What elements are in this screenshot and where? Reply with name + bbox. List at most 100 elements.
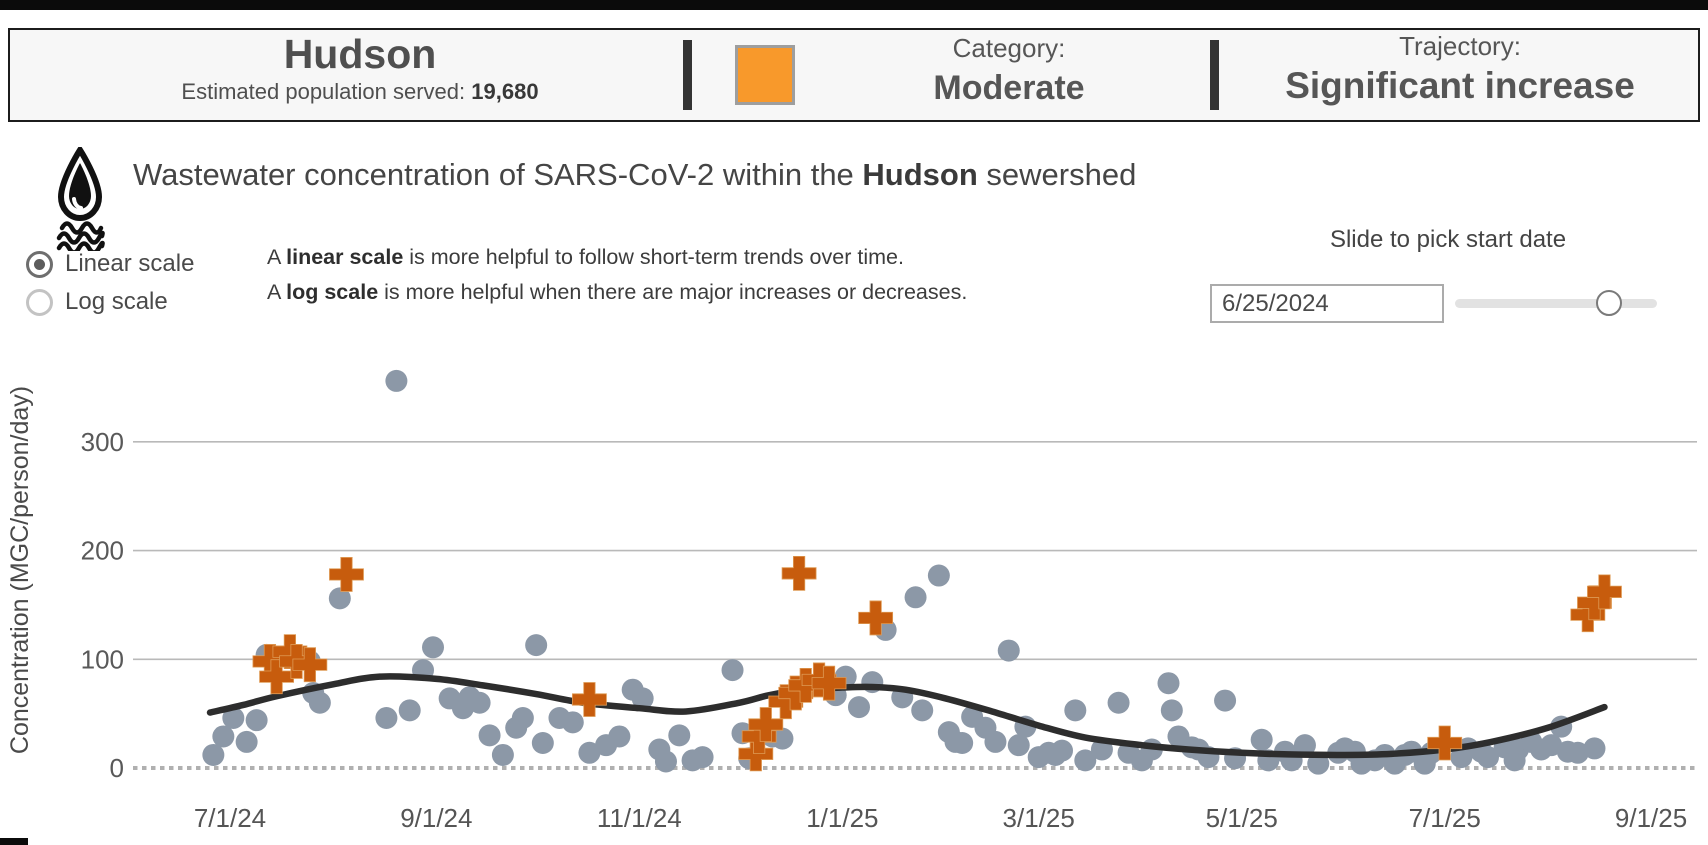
data-point bbox=[1583, 737, 1606, 760]
bottom-edge-mark bbox=[0, 838, 28, 845]
flagged-data-point bbox=[292, 647, 328, 683]
data-point bbox=[468, 691, 491, 714]
population-value: 19,680 bbox=[471, 79, 539, 104]
data-point bbox=[222, 706, 245, 729]
scatter-plot: 0 100 200 300 7/1/24 9/1/24 11/1/24 1/1/25 3/1/2… bbox=[6, 369, 1697, 833]
data-point bbox=[525, 634, 548, 657]
data-point bbox=[1476, 746, 1499, 769]
y-tick-label: 0 bbox=[110, 753, 124, 783]
data-point bbox=[911, 699, 934, 722]
data-point bbox=[668, 724, 691, 747]
trajectory-label: Trajectory: bbox=[1399, 31, 1521, 61]
start-date-input[interactable] bbox=[1210, 284, 1444, 323]
radio-selected-icon[interactable] bbox=[26, 250, 53, 278]
x-tick-label: 7/1/24 bbox=[194, 803, 266, 833]
data-point bbox=[1250, 728, 1273, 751]
linear-scale-option[interactable]: Linear scale bbox=[26, 245, 194, 283]
trend-line bbox=[206, 673, 1608, 759]
site-name: Hudson bbox=[283, 31, 437, 77]
data-point bbox=[927, 564, 950, 587]
data-point bbox=[631, 687, 654, 710]
data-point bbox=[1157, 672, 1180, 695]
data-point bbox=[608, 725, 631, 748]
data-point bbox=[308, 691, 331, 714]
header-divider bbox=[683, 40, 692, 110]
x-tick-label: 1/1/25 bbox=[806, 803, 878, 833]
flagged-data-point bbox=[748, 707, 784, 742]
data-point bbox=[245, 709, 268, 732]
trajectory-value: Significant increase bbox=[1285, 65, 1635, 106]
data-point bbox=[1566, 741, 1589, 764]
data-point bbox=[1107, 691, 1130, 714]
x-tick-label: 3/1/25 bbox=[1003, 803, 1075, 833]
flagged-data-point bbox=[811, 665, 847, 701]
flagged-data-point bbox=[259, 659, 294, 695]
flagged-data-point bbox=[858, 600, 894, 636]
trajectory-block: Trajectory: Significant increase bbox=[1225, 31, 1695, 107]
data-point bbox=[1540, 734, 1563, 757]
data-point bbox=[212, 725, 235, 748]
data-point bbox=[691, 746, 714, 769]
start-date-slider-track[interactable] bbox=[1455, 290, 1657, 316]
x-tick-label: 9/1/25 bbox=[1615, 803, 1687, 833]
category-label: Category: bbox=[952, 33, 1066, 63]
data-point bbox=[385, 369, 408, 392]
data-point bbox=[491, 743, 514, 766]
data-point bbox=[1293, 734, 1316, 757]
data-point bbox=[997, 639, 1020, 662]
log-scale-explanation: A log scale is more helpful when there a… bbox=[267, 280, 968, 304]
data-point bbox=[984, 730, 1007, 753]
x-tick-label: 9/1/24 bbox=[400, 803, 472, 833]
scale-explanation: A linear scale is more helpful to follow… bbox=[267, 240, 967, 310]
y-tick-label: 200 bbox=[81, 536, 124, 566]
data-point bbox=[202, 743, 225, 766]
data-point bbox=[1074, 749, 1097, 772]
data-point bbox=[721, 659, 744, 682]
log-scale-label: Log scale bbox=[65, 288, 168, 315]
data-point bbox=[398, 699, 421, 722]
flagged-data-point bbox=[1587, 574, 1622, 610]
x-tick-label: 5/1/25 bbox=[1206, 803, 1278, 833]
y-tick-label: 100 bbox=[81, 644, 124, 674]
data-point bbox=[1051, 739, 1073, 762]
header-divider bbox=[1210, 40, 1219, 110]
log-scale-option[interactable]: Log scale bbox=[26, 283, 194, 321]
data-point bbox=[422, 636, 445, 659]
radio-unselected-icon[interactable] bbox=[26, 288, 53, 316]
wastewater-icon bbox=[56, 147, 105, 251]
data-point bbox=[904, 586, 927, 609]
x-tick-label: 11/1/24 bbox=[597, 803, 682, 833]
flagged-data-point bbox=[1427, 725, 1463, 761]
category-block: Category: Moderate bbox=[849, 33, 1169, 108]
data-point bbox=[951, 731, 974, 754]
site-summary: Hudson Estimated population served: 19,6… bbox=[100, 31, 620, 105]
flagged-data-point bbox=[329, 557, 364, 592]
data-point bbox=[1064, 699, 1087, 722]
start-date-slider-label: Slide to pick start date bbox=[1329, 226, 1567, 253]
data-point bbox=[1007, 734, 1030, 757]
data-point bbox=[561, 711, 584, 734]
flagged-data-point bbox=[778, 675, 814, 711]
flagged-data-point bbox=[781, 555, 817, 591]
category-value: Moderate bbox=[933, 69, 1085, 107]
data-point bbox=[1160, 699, 1183, 722]
data-point bbox=[771, 727, 794, 750]
start-date-slider-handle[interactable] bbox=[1595, 290, 1622, 316]
data-point bbox=[328, 587, 351, 610]
data-point bbox=[1214, 689, 1237, 712]
flagged-data-point bbox=[572, 682, 607, 717]
linear-scale-explanation: A linear scale is more helpful to follow… bbox=[267, 245, 904, 269]
y-tick-label: 300 bbox=[81, 427, 124, 457]
data-point bbox=[235, 730, 258, 753]
scale-toggle: Linear scale Log scale bbox=[26, 245, 194, 321]
page-title: Wastewater concentration of SARS-CoV-2 w… bbox=[133, 157, 1137, 192]
flagged-data-point bbox=[1577, 585, 1612, 621]
data-point bbox=[531, 731, 554, 754]
population-served: Estimated population served: 19,680 bbox=[181, 79, 539, 104]
x-tick-label: 7/1/25 bbox=[1409, 803, 1481, 833]
data-point bbox=[578, 741, 601, 764]
category-color-swatch bbox=[735, 45, 795, 105]
data-point bbox=[375, 706, 398, 729]
linear-scale-label: Linear scale bbox=[65, 250, 195, 277]
data-point bbox=[847, 696, 870, 719]
